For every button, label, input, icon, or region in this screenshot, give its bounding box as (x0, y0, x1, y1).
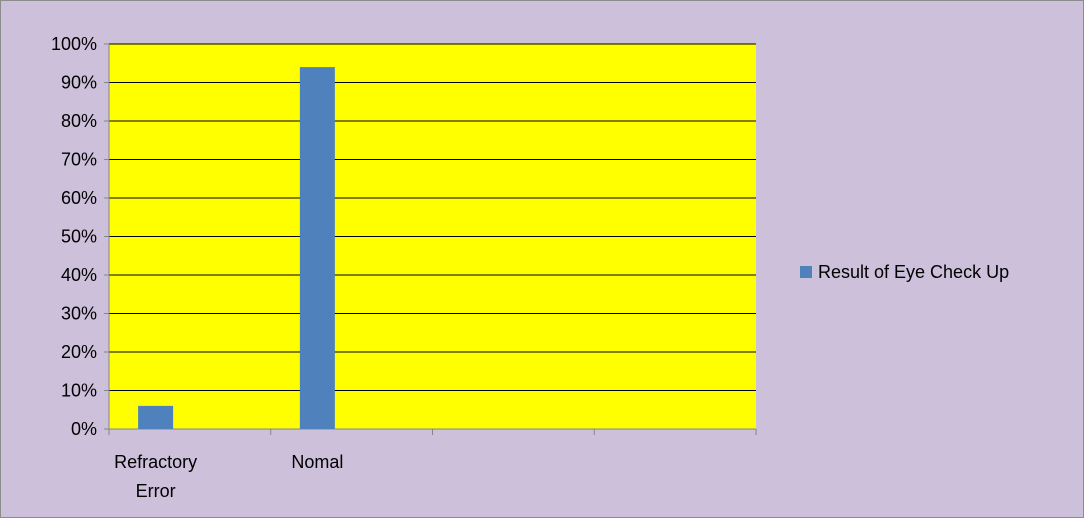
bar-nomal (299, 67, 335, 429)
y-tick-label: 50% (61, 227, 97, 247)
bar-refractory-error (138, 405, 174, 429)
x-tick-label: Nomal (291, 452, 343, 472)
y-axis-tick-labels: 0% 10% 20% 30% 40% 50% 60% 70% 80% 90% 100% (51, 34, 109, 439)
y-tick-label: 60% (61, 188, 97, 208)
y-tick-label: 90% (61, 73, 97, 93)
legend-label: Result of Eye Check Up (818, 262, 1009, 282)
legend: Result of Eye Check Up (800, 262, 1009, 282)
y-tick-label: 20% (61, 342, 97, 362)
y-tick-label: 100% (51, 34, 97, 54)
plot-area (108, 43, 756, 430)
x-tick-label: Refractory Error (114, 452, 197, 501)
y-tick-label: 80% (61, 111, 97, 131)
legend-swatch (800, 266, 812, 278)
y-tick-label: 30% (61, 304, 97, 324)
x-axis-tick-labels: Refractory Error Nomal (108, 429, 757, 501)
y-tick-label: 10% (61, 381, 97, 401)
y-tick-label: 0% (71, 419, 97, 439)
y-tick-label: 70% (61, 150, 97, 170)
y-tick-label: 40% (61, 265, 97, 285)
